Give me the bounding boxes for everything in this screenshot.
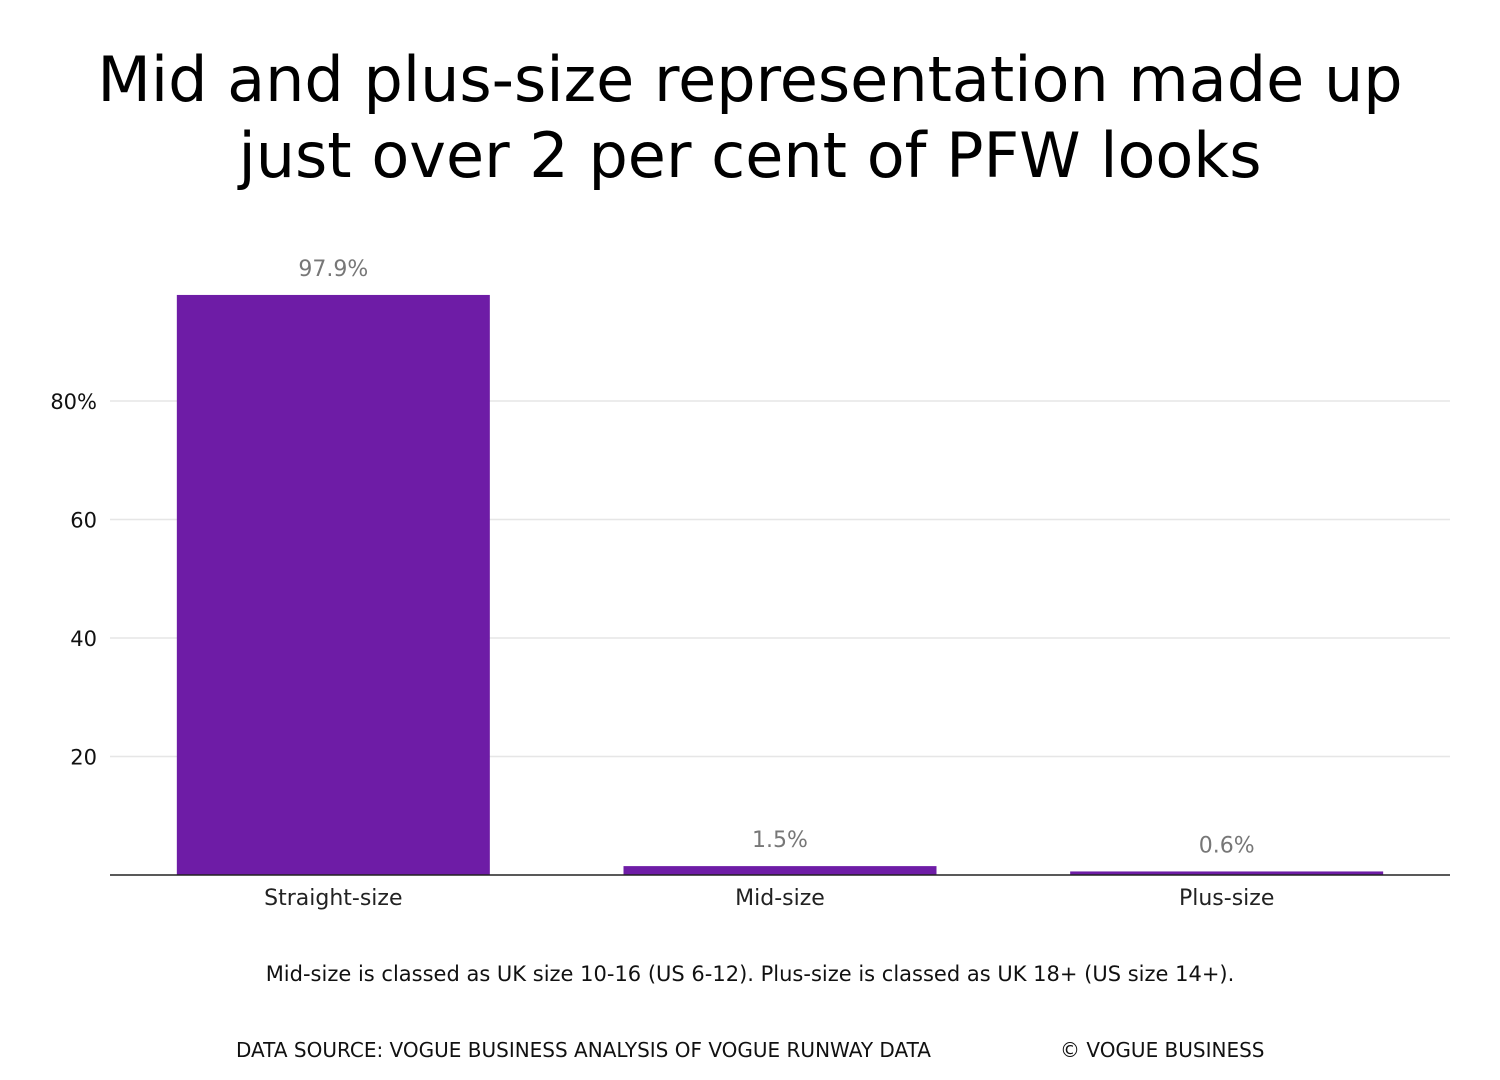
- bar: [1070, 871, 1384, 875]
- chart-title-line-1: Mid and plus-size representation made up: [97, 43, 1403, 116]
- chart-footnote: Mid-size is classed as UK size 10-16 (US…: [265, 962, 1235, 986]
- x-tick-label: Mid-size: [735, 886, 825, 911]
- data-source: DATA SOURCE: VOGUE BUSINESS ANALYSIS OF …: [236, 1038, 931, 1062]
- y-tick-label: 60: [70, 509, 97, 533]
- data-label: 97.9%: [298, 257, 368, 282]
- bar: [176, 294, 490, 875]
- data-label: 0.6%: [1199, 833, 1255, 858]
- data-label: 1.5%: [752, 828, 808, 853]
- x-tick-label: Straight-size: [264, 886, 402, 911]
- chart-title: Mid and plus-size representation made up…: [0, 42, 1500, 194]
- y-tick-label: 40: [70, 627, 97, 651]
- chart-title-line-2: just over 2 per cent of PFW looks: [238, 119, 1262, 192]
- y-tick-label: 20: [70, 746, 97, 770]
- copyright-notice: © VOGUE BUSINESS: [1060, 1038, 1265, 1062]
- y-tick-label: 80%: [50, 390, 97, 414]
- x-tick-label: Plus-size: [1179, 886, 1274, 911]
- bar: [623, 866, 937, 875]
